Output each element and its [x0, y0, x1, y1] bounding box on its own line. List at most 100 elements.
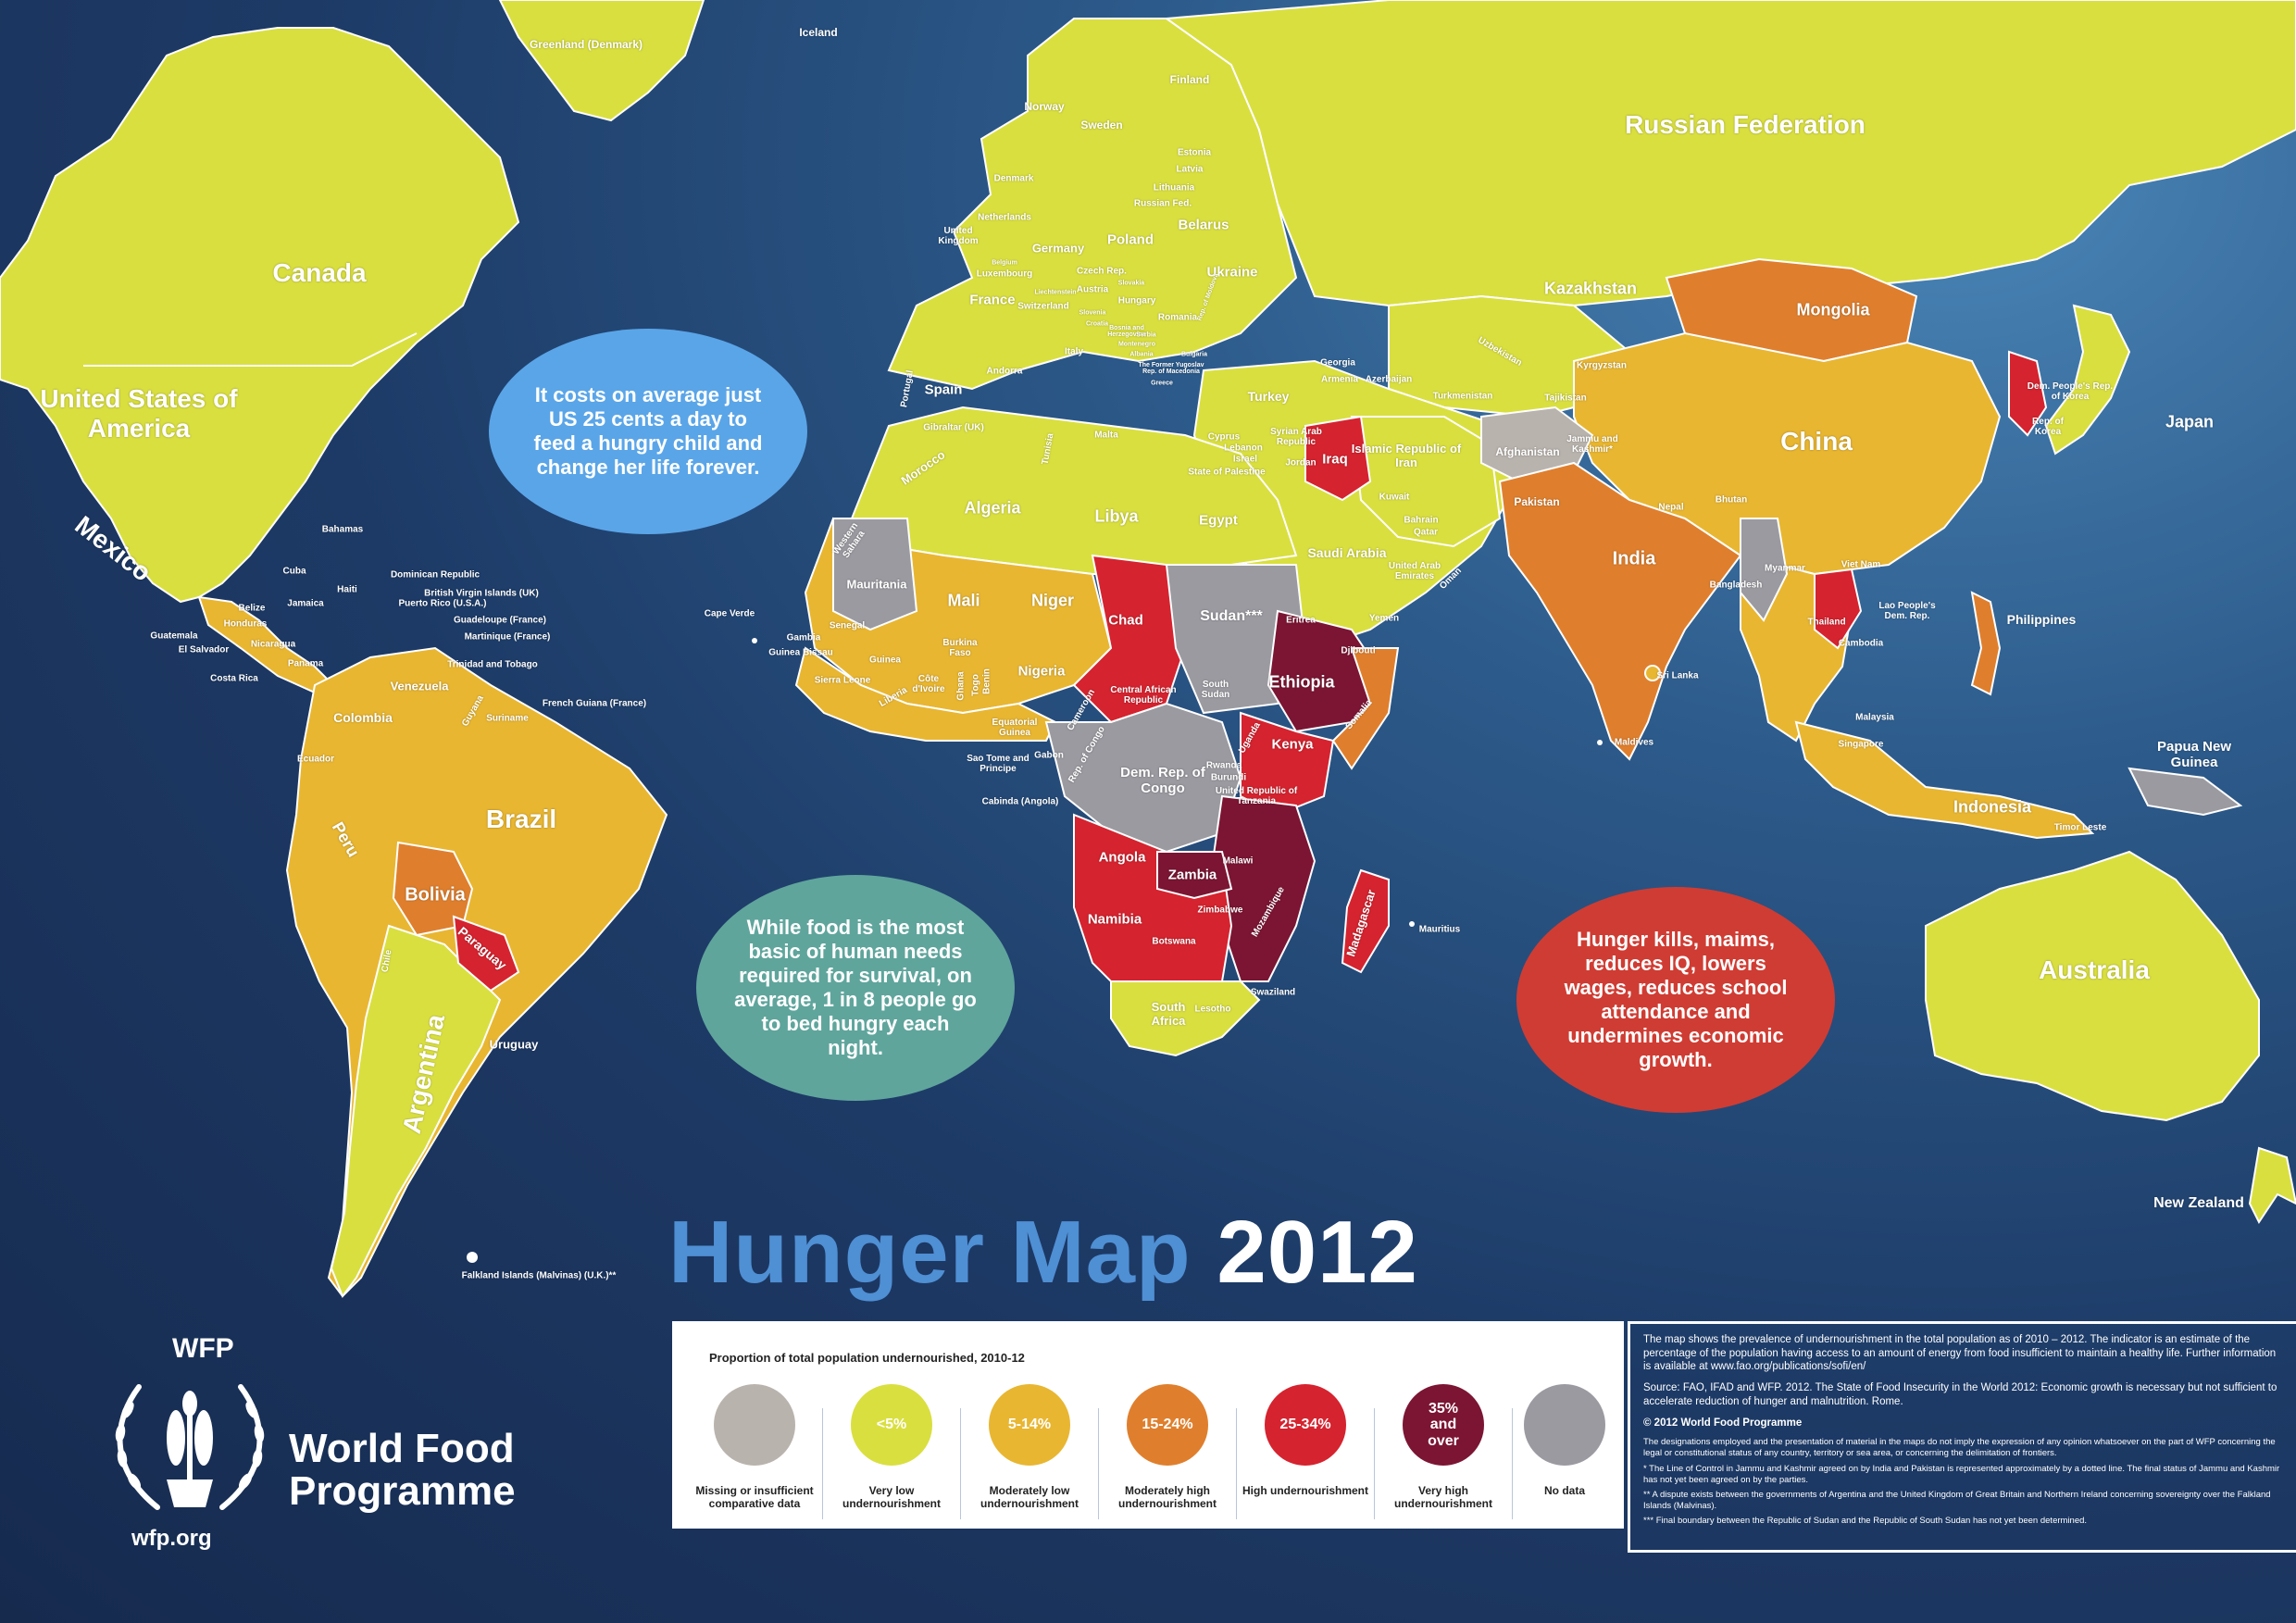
- label-bahrain: Bahrain: [1404, 515, 1439, 526]
- label-senegal: Senegal: [829, 620, 866, 631]
- legend-label-very-low: Very low undernourishment: [842, 1484, 941, 1511]
- label-lithuania: Lithuania: [1153, 182, 1195, 194]
- legend-item-missing: Missing or insufficient comparative data: [687, 1384, 822, 1523]
- label-mauritius: Mauritius: [1418, 924, 1461, 935]
- label-angola: Angola: [1098, 849, 1146, 866]
- label-bangladesh: Bangladesh: [1709, 580, 1763, 591]
- label-nepal: Nepal: [1658, 502, 1684, 513]
- label-russian-fed-small: Russian Fed.: [1133, 198, 1192, 209]
- label-belize: Belize: [238, 603, 266, 614]
- region-west-africa: [794, 646, 1057, 742]
- legend-title: Proportion of total population undernour…: [709, 1351, 1025, 1365]
- legend-divider: [1512, 1408, 1513, 1519]
- label-mongolia: Mongolia: [1796, 300, 1870, 319]
- label-trinidad: Trinidad and Tobago: [447, 659, 538, 670]
- label-guinea-bissau: Guinea Bissau: [768, 647, 833, 658]
- region-north-america: [0, 27, 520, 604]
- label-egypt: Egypt: [1199, 512, 1238, 529]
- label-finland: Finland: [1169, 73, 1210, 86]
- label-martinique: Martinique (France): [464, 631, 551, 643]
- label-poland: Poland: [1106, 231, 1154, 248]
- label-cote-divoire: Côte d'Ivoire: [912, 674, 945, 694]
- label-zimbabwe: Zimbabwe: [1197, 905, 1243, 916]
- region-myanmar: [1740, 518, 1789, 622]
- label-swaziland: Swaziland: [1250, 987, 1296, 998]
- label-cape-verde: Cape Verde: [704, 608, 755, 619]
- label-greece: Greece: [1151, 380, 1173, 387]
- label-armenia: Armenia: [1320, 374, 1359, 385]
- legend-label-no-data: No data: [1543, 1484, 1585, 1497]
- legend-swatch-very-high: 35% and over: [1403, 1384, 1484, 1466]
- label-togo: Togo: [970, 674, 981, 696]
- legend-swatch-missing: [714, 1384, 795, 1466]
- label-jordan: Jordan: [1285, 457, 1316, 468]
- label-albania: Albania: [1129, 351, 1154, 358]
- legend-label-moderately-low: Moderately low undernourishment: [980, 1484, 1079, 1511]
- label-kuwait: Kuwait: [1379, 492, 1410, 503]
- label-turkey: Turkey: [1247, 389, 1290, 404]
- label-cambodia: Cambodia: [1838, 638, 1884, 649]
- label-austria: Austria: [1076, 284, 1109, 295]
- label-luxembourg: Luxembourg: [976, 268, 1033, 280]
- label-syria: Syrian Arab Republic: [1270, 427, 1322, 447]
- label-turkmenistan: Turkmenistan: [1432, 391, 1493, 402]
- region-indonesia: [1794, 720, 2095, 840]
- label-panama: Panama: [287, 658, 324, 669]
- label-sao-tome: Sao Tome and Principe: [967, 754, 1029, 774]
- label-dr-congo: Dem. Rep. of Congo: [1120, 765, 1205, 796]
- region-russia: [1164, 0, 2296, 307]
- label-pakistan: Pakistan: [1514, 495, 1560, 508]
- legend-swatch-very-low: <5%: [851, 1384, 932, 1466]
- label-guatemala: Guatemala: [150, 630, 198, 642]
- label-canada: Canada: [272, 258, 367, 287]
- island-falklands: [467, 1252, 478, 1263]
- label-honduras: Honduras: [223, 618, 268, 630]
- label-italy: Italy: [1064, 346, 1084, 357]
- legend-divider: [1236, 1408, 1237, 1519]
- legend-item-moderately-high: 15-24% Moderately high undernourishment: [1100, 1384, 1235, 1523]
- label-slovenia: Slovenia: [1079, 309, 1106, 317]
- legend-divider: [1374, 1408, 1375, 1519]
- label-uk: United Kingdom: [938, 226, 979, 246]
- notes-copyright: © 2012 World Food Programme: [1643, 1417, 1803, 1429]
- label-belgium: Belgium: [992, 259, 1017, 267]
- label-singapore: Singapore: [1838, 739, 1884, 750]
- label-palestine: State of Palestine: [1188, 467, 1266, 478]
- label-india: India: [1612, 548, 1656, 569]
- region-laos-vietnam: [1814, 568, 1863, 650]
- label-gabon: Gabon: [1034, 750, 1064, 761]
- label-papua-new-guinea: Papua New Guinea: [2156, 739, 2232, 770]
- label-nigeria: Nigeria: [1017, 663, 1066, 680]
- label-croatia: Croatia: [1085, 320, 1109, 328]
- label-dominican-rep: Dominican Republic: [390, 569, 480, 581]
- label-uruguay: Uruguay: [489, 1037, 539, 1052]
- legend-item-high: 25-34% High undernourishment: [1238, 1384, 1373, 1523]
- label-maldives: Maldives: [1614, 737, 1654, 748]
- notes-disclaimer: The designations employed and the presen…: [1643, 1437, 2276, 1459]
- label-japan: Japan: [2165, 412, 2215, 431]
- label-bvi: British Virgin Islands (UK): [424, 588, 539, 599]
- label-namibia: Namibia: [1087, 911, 1142, 928]
- island-mauritius: [1409, 921, 1415, 927]
- label-malta: Malta: [1094, 430, 1118, 441]
- label-libya: Libya: [1094, 506, 1139, 526]
- label-yemen: Yemen: [1368, 613, 1400, 624]
- wfp-abbreviation: WFP: [172, 1333, 234, 1364]
- label-latvia: Latvia: [1176, 164, 1204, 175]
- label-greenland: Greenland (Denmark): [529, 38, 643, 51]
- region-iran: [1350, 416, 1502, 548]
- region-argentina: [330, 924, 502, 1299]
- label-zambia: Zambia: [1167, 867, 1217, 883]
- label-haiti: Haiti: [337, 584, 357, 595]
- page-title: Hunger Map 2012: [668, 1202, 1418, 1304]
- label-indonesia: Indonesia: [1953, 797, 2032, 817]
- notes-source: Source: FAO, IFAD and WFP. 2012. The Sta…: [1643, 1382, 2277, 1407]
- label-tanzania: United Republic of Tanzania: [1215, 786, 1298, 806]
- label-kyrgyzstan: Kyrgyzstan: [1577, 360, 1627, 371]
- label-tajikistan: Tajikistan: [1544, 393, 1587, 404]
- label-jammu-kashmir: Jammu and Kashmir*: [1566, 434, 1618, 455]
- legend-item-very-high: 35% and over Very high undernourishment: [1376, 1384, 1511, 1523]
- label-laos: Lao People's Dem. Rep.: [1878, 601, 1936, 621]
- label-israel: Israel: [1232, 454, 1258, 465]
- wfp-name-line1: World Food: [289, 1426, 515, 1471]
